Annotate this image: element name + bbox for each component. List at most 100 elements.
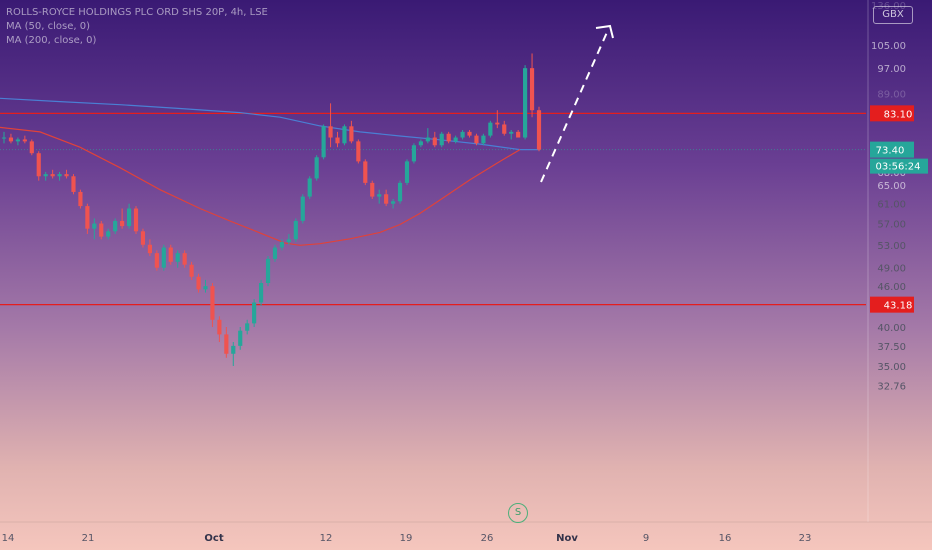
- projection-arrow-line[interactable]: [540, 29, 609, 183]
- candle-body[interactable]: [481, 135, 486, 144]
- candle-body[interactable]: [272, 247, 278, 259]
- countdown-tag: [870, 158, 928, 174]
- candle-body[interactable]: [425, 137, 430, 142]
- candle-body[interactable]: [377, 194, 382, 197]
- candle-body[interactable]: [349, 126, 354, 142]
- candle-body[interactable]: [113, 220, 118, 232]
- candle-body[interactable]: [265, 258, 271, 283]
- candle-body[interactable]: [411, 145, 417, 162]
- candle-body[interactable]: [126, 208, 132, 227]
- candle-body[interactable]: [182, 253, 187, 265]
- ma200-legend[interactable]: MA (200, close, 0): [6, 35, 97, 46]
- y-tick-label: 49.00: [877, 264, 906, 275]
- candle-body[interactable]: [391, 201, 396, 204]
- candle-body[interactable]: [92, 223, 97, 229]
- symbol-title[interactable]: ROLLS-ROYCE HOLDINGS PLC ORD SHS 20P, 4h…: [6, 7, 268, 18]
- candle-body[interactable]: [140, 231, 146, 245]
- candle-body[interactable]: [516, 131, 521, 138]
- level-price-tag: [870, 105, 914, 122]
- candle-body[interactable]: [397, 182, 403, 202]
- candle-body[interactable]: [453, 137, 458, 142]
- candle-body[interactable]: [196, 276, 201, 290]
- candle-body[interactable]: [78, 191, 83, 207]
- candle-body[interactable]: [509, 131, 514, 134]
- candle-body[interactable]: [57, 174, 62, 177]
- candle-body[interactable]: [446, 133, 451, 142]
- candle-body[interactable]: [8, 137, 14, 142]
- candle-body[interactable]: [238, 330, 243, 346]
- candle-body[interactable]: [210, 286, 215, 320]
- event-marker-badge[interactable]: S: [508, 503, 528, 523]
- candle-body[interactable]: [307, 178, 312, 197]
- candle-body[interactable]: [439, 133, 444, 146]
- candle-body[interactable]: [175, 253, 180, 262]
- candle-body[interactable]: [335, 137, 340, 144]
- candle-body[interactable]: [363, 161, 368, 183]
- candle-body[interactable]: [217, 319, 222, 335]
- candle-body[interactable]: [474, 135, 479, 144]
- currency-button[interactable]: GBX: [873, 6, 913, 24]
- candle-body[interactable]: [370, 182, 375, 197]
- candle-body[interactable]: [120, 220, 125, 227]
- candle-body[interactable]: [432, 137, 437, 146]
- candle-body[interactable]: [85, 206, 90, 229]
- candle-body[interactable]: [99, 223, 104, 237]
- candle-body[interactable]: [43, 174, 48, 177]
- candle-body[interactable]: [15, 139, 20, 142]
- last-price-label: 73.40: [876, 146, 905, 157]
- candle-body[interactable]: [293, 220, 298, 240]
- ma200-line[interactable]: [0, 97, 540, 151]
- candle-body[interactable]: [467, 131, 472, 136]
- candle-body[interactable]: [147, 244, 152, 254]
- chart-legend: ROLLS-ROYCE HOLDINGS PLC ORD SHS 20P, 4h…: [6, 6, 268, 48]
- candle-body[interactable]: [22, 139, 27, 142]
- candle-body[interactable]: [71, 176, 76, 192]
- candle-body[interactable]: [154, 253, 159, 268]
- candle-body[interactable]: [418, 141, 423, 146]
- candle-body[interactable]: [279, 242, 285, 248]
- candle-body[interactable]: [404, 161, 410, 183]
- candle-body[interactable]: [1, 137, 7, 139]
- candle-body[interactable]: [300, 196, 305, 221]
- y-tick-label: 105.00: [871, 41, 906, 52]
- candle-body[interactable]: [502, 124, 507, 134]
- candle-body[interactable]: [384, 194, 389, 204]
- candle-body[interactable]: [203, 286, 208, 290]
- candle-body[interactable]: [342, 126, 347, 144]
- candle-body[interactable]: [106, 231, 111, 237]
- candle-body[interactable]: [356, 141, 361, 162]
- candle-body[interactable]: [231, 345, 236, 354]
- x-tick-label: 26: [481, 533, 494, 544]
- candle-body[interactable]: [314, 157, 319, 179]
- y-tick-label: 53.00: [877, 241, 906, 252]
- ma50-line[interactable]: [0, 126, 521, 246]
- x-tick-label: Oct: [204, 533, 223, 544]
- candle-body[interactable]: [488, 122, 493, 136]
- candle-body[interactable]: [245, 323, 250, 331]
- candle-body[interactable]: [133, 208, 139, 232]
- candle-body[interactable]: [321, 126, 326, 158]
- candle-body[interactable]: [224, 334, 229, 354]
- candle-body[interactable]: [258, 282, 264, 303]
- candle-body[interactable]: [189, 264, 194, 277]
- candle-body[interactable]: [460, 131, 465, 138]
- candle-body[interactable]: [328, 126, 333, 138]
- candle-body[interactable]: [529, 68, 535, 111]
- candle-body[interactable]: [286, 239, 291, 243]
- candle-body[interactable]: [536, 110, 542, 150]
- candle-body[interactable]: [495, 122, 500, 125]
- candle-body[interactable]: [29, 141, 34, 154]
- candle-body[interactable]: [50, 174, 55, 177]
- candle-body[interactable]: [36, 153, 41, 177]
- candle-body[interactable]: [523, 68, 528, 138]
- candle-body[interactable]: [161, 247, 166, 268]
- x-tick-label: 9: [643, 533, 649, 544]
- x-tick-label: Nov: [556, 533, 578, 544]
- ma50-legend[interactable]: MA (50, close, 0): [6, 21, 91, 32]
- candle-body[interactable]: [252, 302, 257, 324]
- x-tick-label: 23: [799, 533, 812, 544]
- candle-body[interactable]: [64, 174, 69, 177]
- candle-body[interactable]: [168, 247, 173, 262]
